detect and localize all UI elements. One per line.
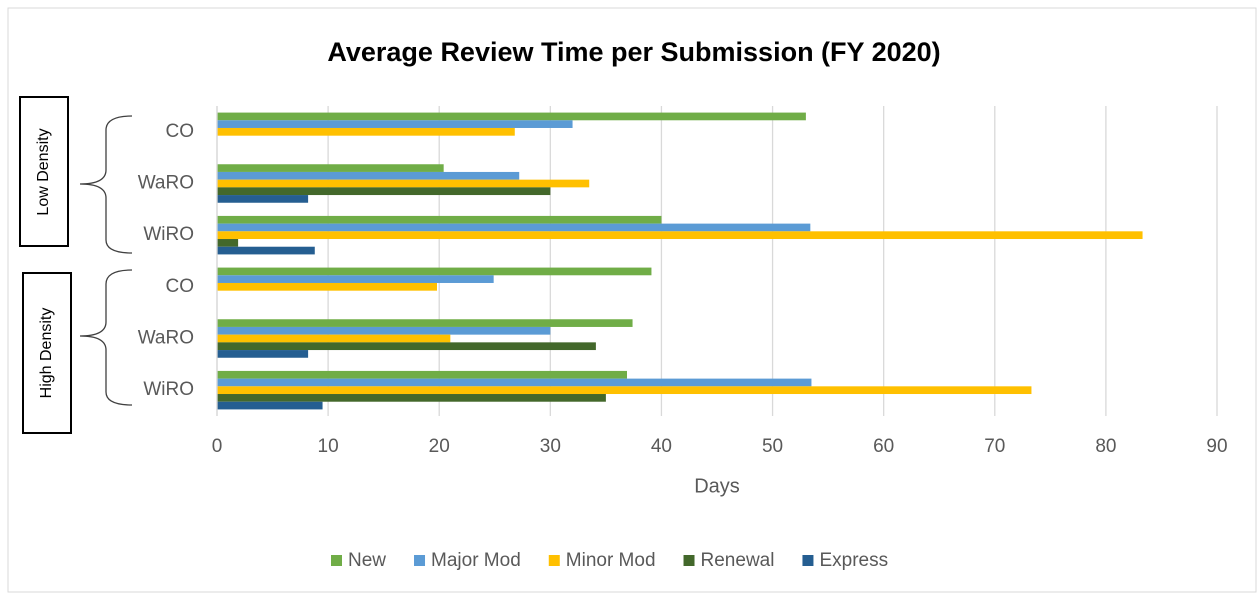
group-brace: [79, 115, 133, 254]
x-tick-label: 20: [429, 436, 450, 457]
legend-marker: [802, 555, 814, 566]
group-label: High Density: [38, 308, 55, 399]
group-box: [19, 96, 69, 247]
bar: [217, 378, 812, 387]
y-tick-label: CO: [166, 276, 195, 297]
chart-border: [7, 7, 1257, 593]
y-tick-label: WaRO: [138, 328, 194, 349]
x-tick-label: 80: [1095, 436, 1116, 457]
bar: [217, 239, 239, 247]
legend-label: Express: [819, 550, 888, 571]
bar: [217, 164, 444, 172]
y-tick-label: WiRO: [143, 379, 194, 400]
legend-marker: [414, 555, 426, 566]
bar: [217, 127, 515, 136]
bar: [217, 267, 652, 276]
x-tick-label: 40: [651, 436, 672, 457]
bar: [217, 120, 573, 128]
group-brace: [79, 269, 133, 406]
x-tick-label: 70: [984, 436, 1005, 457]
legend-label: Renewal: [701, 550, 775, 571]
bar: [217, 342, 596, 351]
x-tick-label: 30: [540, 436, 561, 457]
bar: [217, 275, 494, 283]
legend-label: Minor Mod: [566, 550, 656, 571]
bar: [217, 334, 451, 343]
legend-marker: [683, 555, 695, 566]
legend-label: Major Mod: [431, 550, 521, 571]
bar: [217, 246, 315, 255]
x-tick-label: 60: [873, 436, 894, 457]
group-label: Low Density: [35, 128, 52, 215]
bar: [217, 187, 551, 196]
bar: [217, 195, 309, 203]
bar: [217, 386, 1032, 395]
bar: [217, 282, 437, 291]
x-axis-label: Days: [694, 475, 740, 497]
legend-marker: [548, 555, 560, 566]
x-tick-label: 90: [1206, 436, 1227, 457]
group-box: [22, 272, 72, 434]
legend-label: New: [348, 550, 386, 571]
bar: [217, 215, 662, 224]
x-tick-label: 10: [318, 436, 339, 457]
x-tick-label: 50: [762, 436, 783, 457]
x-tick-label: 0: [212, 436, 223, 457]
bar: [217, 401, 323, 410]
bar: [217, 171, 520, 180]
bar: [217, 231, 1143, 240]
legend-marker: [331, 555, 342, 566]
bar: [217, 112, 806, 121]
bar: [217, 326, 551, 335]
chart-title: Average Review Time per Submission (FY 2…: [327, 37, 940, 67]
y-tick-label: WiRO: [143, 224, 194, 245]
bar: [217, 319, 633, 327]
bar: [217, 350, 309, 358]
y-tick-label: CO: [166, 121, 195, 142]
bar: [217, 394, 606, 402]
y-tick-label: WaRO: [138, 173, 194, 194]
bar: [217, 179, 590, 188]
bar: [217, 370, 627, 379]
bar: [217, 223, 811, 232]
